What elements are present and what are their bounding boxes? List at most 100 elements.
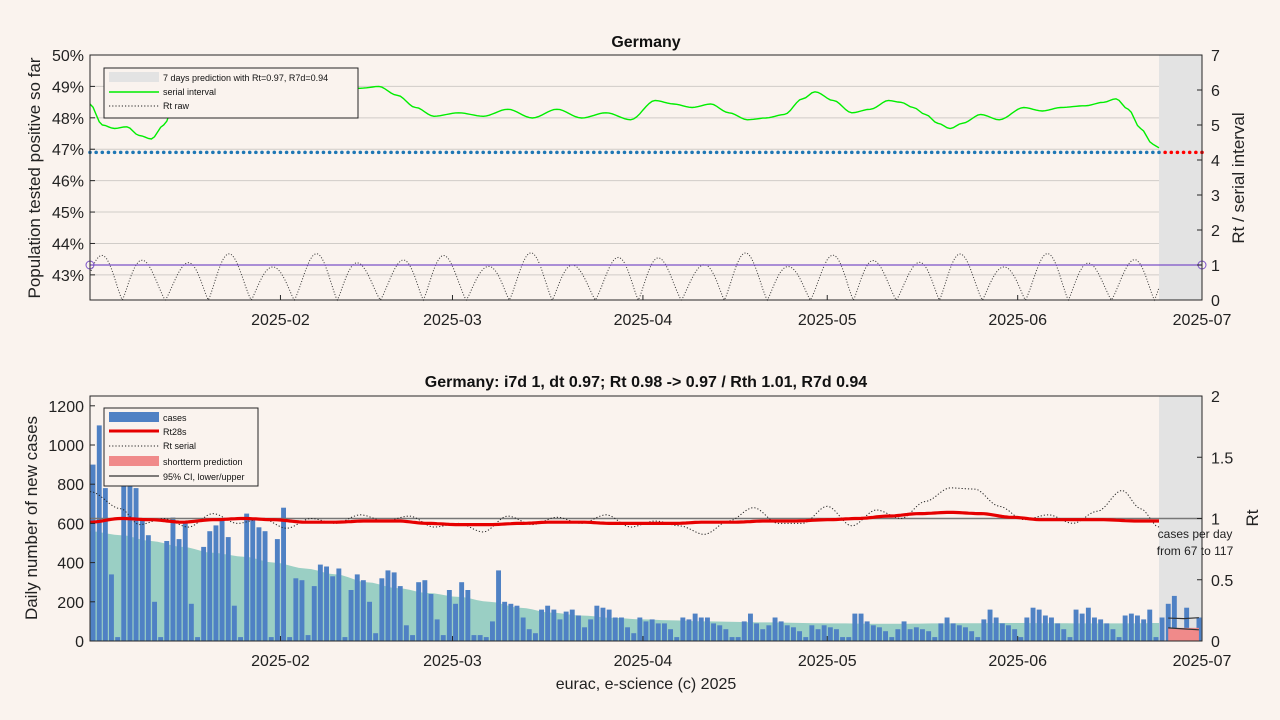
positive-share-point bbox=[419, 150, 424, 155]
top-x-tick-label: 2025-07 bbox=[1173, 312, 1232, 329]
positive-share-point bbox=[1138, 150, 1143, 155]
top-prediction-band bbox=[1158, 55, 1202, 300]
positive-share-point bbox=[290, 150, 295, 155]
bottom-y-ticks-right: 0 0.5 1 1.5 2 bbox=[1197, 389, 1233, 651]
case-bar bbox=[975, 637, 981, 641]
case-bar bbox=[428, 594, 434, 641]
case-bar bbox=[588, 619, 594, 641]
positive-share-point bbox=[512, 150, 516, 155]
positive-share-point bbox=[690, 150, 694, 155]
bottom-y-tick-label-left: 800 bbox=[57, 477, 84, 494]
positive-share-point bbox=[303, 150, 307, 155]
positive-share-point bbox=[819, 150, 823, 155]
case-bar bbox=[576, 615, 581, 641]
case-bar bbox=[920, 629, 925, 641]
positive-share-point bbox=[991, 150, 995, 155]
positive-share-point bbox=[297, 150, 301, 155]
positive-share-point bbox=[966, 150, 971, 155]
case-bar bbox=[348, 590, 354, 641]
positive-share-point bbox=[241, 150, 246, 155]
top-y-axis-label-left: Population tested positive so far bbox=[25, 57, 44, 298]
case-bar bbox=[1042, 615, 1048, 641]
positive-share-point bbox=[659, 150, 664, 155]
positive-share-point bbox=[936, 150, 940, 155]
positive-share-point bbox=[813, 150, 817, 155]
prediction-ci-lower bbox=[1168, 627, 1199, 631]
positive-share-point bbox=[880, 150, 885, 155]
case-bar bbox=[416, 582, 422, 641]
case-bar bbox=[354, 574, 360, 641]
positive-share-point bbox=[389, 150, 393, 155]
positive-share-point bbox=[168, 150, 172, 155]
positive-share-point bbox=[720, 150, 725, 155]
case-bar bbox=[637, 617, 643, 641]
positive-share-point bbox=[112, 150, 117, 155]
top-y-tick-label-left: 43% bbox=[52, 268, 84, 285]
positive-share-point bbox=[235, 150, 240, 155]
case-bar bbox=[594, 605, 600, 641]
positive-share-point bbox=[100, 150, 105, 155]
bottom-y-tick-label-right: 2 bbox=[1211, 389, 1220, 406]
positive-share-point bbox=[972, 150, 977, 155]
positive-share-point bbox=[604, 150, 608, 155]
positive-share-point bbox=[487, 150, 492, 155]
case-bar bbox=[674, 637, 680, 641]
positive-share-point bbox=[180, 150, 184, 155]
top-legend: 7 days prediction with Rt=0.97, R7d=0.94… bbox=[103, 67, 359, 119]
top-y-tick-label-right: 3 bbox=[1211, 188, 1220, 205]
case-bar bbox=[760, 629, 766, 641]
case-bar bbox=[410, 635, 415, 641]
positive-share-point bbox=[315, 150, 320, 155]
top-y-tick-label-left: 44% bbox=[52, 236, 84, 253]
positive-share-point bbox=[432, 150, 436, 155]
case-bar bbox=[600, 607, 606, 641]
positive-share-point bbox=[610, 150, 615, 155]
case-bar bbox=[834, 629, 839, 641]
positive-share-point bbox=[309, 150, 313, 155]
positive-share-point bbox=[1144, 150, 1149, 155]
positive-share-point bbox=[118, 150, 123, 155]
case-bar bbox=[496, 570, 501, 641]
case-bar bbox=[969, 631, 975, 641]
positive-share-point bbox=[333, 150, 338, 155]
positive-share-point bbox=[776, 150, 780, 155]
case-bar bbox=[821, 625, 827, 641]
positive-share-point bbox=[862, 150, 866, 155]
positive-share-point bbox=[518, 150, 522, 155]
case-bar bbox=[1122, 615, 1128, 641]
bottom-y-tick-label-left: 600 bbox=[57, 516, 84, 533]
case-bar bbox=[827, 627, 833, 641]
top-x-tick-label: 2025-06 bbox=[988, 312, 1047, 329]
case-bar bbox=[1018, 637, 1024, 641]
case-bar bbox=[330, 576, 336, 641]
case-bar bbox=[686, 619, 692, 641]
case-bar bbox=[735, 637, 741, 641]
case-bar bbox=[1153, 637, 1159, 641]
case-bar bbox=[213, 525, 219, 641]
top-y-tick-label-left: 48% bbox=[52, 111, 84, 128]
positive-share-point bbox=[505, 150, 510, 155]
positive-share-prediction-point bbox=[1169, 150, 1174, 155]
bottom-x-tick-label: 2025-06 bbox=[988, 653, 1047, 670]
case-bar bbox=[434, 619, 440, 641]
case-bar bbox=[1159, 617, 1165, 641]
bottom-legend-label-0: cases bbox=[163, 413, 187, 423]
positive-share-point bbox=[438, 150, 442, 155]
positive-share-point bbox=[893, 150, 897, 155]
positive-share-point bbox=[1015, 150, 1020, 155]
positive-share-point bbox=[1028, 150, 1032, 155]
case-bar bbox=[508, 603, 514, 641]
case-bar bbox=[858, 613, 864, 641]
case-bar bbox=[846, 637, 852, 641]
bottom-y-tick-label-right: 0.5 bbox=[1211, 573, 1233, 590]
positive-share-point bbox=[1083, 150, 1088, 155]
positive-share-point bbox=[1009, 150, 1014, 155]
positive-share-point bbox=[641, 150, 645, 155]
positive-share-point bbox=[1120, 150, 1124, 155]
case-bar bbox=[1036, 609, 1042, 641]
case-bar bbox=[870, 625, 876, 641]
positive-share-point bbox=[444, 150, 449, 155]
case-bar bbox=[90, 464, 96, 641]
positive-share-point bbox=[831, 150, 836, 155]
positive-share-point bbox=[942, 150, 946, 155]
